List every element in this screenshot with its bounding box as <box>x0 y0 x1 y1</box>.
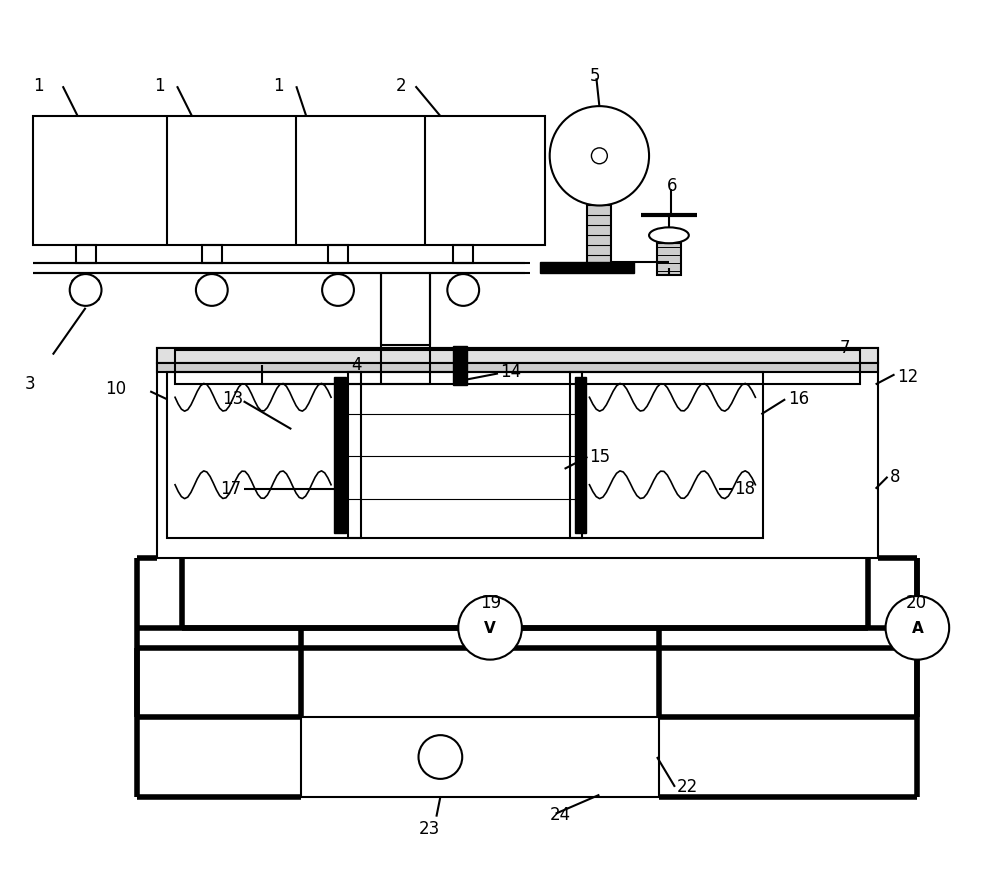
Circle shape <box>196 275 228 307</box>
Text: 16: 16 <box>788 390 809 408</box>
Text: 1: 1 <box>33 77 44 95</box>
Text: 15: 15 <box>589 447 611 465</box>
Ellipse shape <box>649 228 689 244</box>
Text: 20: 20 <box>905 594 927 611</box>
Bar <box>76 246 96 264</box>
Bar <box>157 348 878 559</box>
Text: 2: 2 <box>396 77 406 95</box>
Bar <box>202 246 222 264</box>
Circle shape <box>419 735 462 779</box>
Text: 22: 22 <box>677 777 698 795</box>
Text: 13: 13 <box>222 390 243 408</box>
Circle shape <box>322 275 354 307</box>
Bar <box>453 246 473 264</box>
Text: 12: 12 <box>897 368 919 386</box>
Text: 14: 14 <box>500 362 521 380</box>
Text: 17: 17 <box>220 479 241 497</box>
Bar <box>453 346 467 386</box>
Bar <box>175 350 860 385</box>
Circle shape <box>70 275 102 307</box>
Bar <box>348 373 582 539</box>
Text: 18: 18 <box>735 479 756 497</box>
Bar <box>657 244 681 276</box>
Bar <box>570 373 763 539</box>
Bar <box>575 378 586 534</box>
Text: 4: 4 <box>351 355 361 373</box>
Text: 7: 7 <box>840 338 850 356</box>
Text: 1: 1 <box>273 77 284 95</box>
Bar <box>33 117 545 246</box>
Text: A: A <box>911 620 923 635</box>
Bar <box>157 363 878 373</box>
Text: 3: 3 <box>25 375 36 393</box>
Circle shape <box>591 149 607 165</box>
Bar <box>328 246 348 264</box>
Text: 19: 19 <box>480 594 501 611</box>
Circle shape <box>886 596 949 660</box>
Circle shape <box>447 275 479 307</box>
Text: 6: 6 <box>667 176 677 194</box>
Circle shape <box>458 596 522 660</box>
Bar <box>167 373 361 539</box>
Text: 8: 8 <box>890 467 900 486</box>
Bar <box>157 348 878 363</box>
Text: 10: 10 <box>105 380 127 398</box>
Text: V: V <box>484 620 496 635</box>
Text: 1: 1 <box>154 77 165 95</box>
Bar <box>587 201 611 266</box>
Bar <box>301 718 659 797</box>
Bar <box>334 378 346 534</box>
Bar <box>540 263 634 274</box>
Text: 24: 24 <box>550 804 571 823</box>
Text: 23: 23 <box>419 819 440 836</box>
Circle shape <box>550 107 649 206</box>
Text: 5: 5 <box>589 67 600 85</box>
